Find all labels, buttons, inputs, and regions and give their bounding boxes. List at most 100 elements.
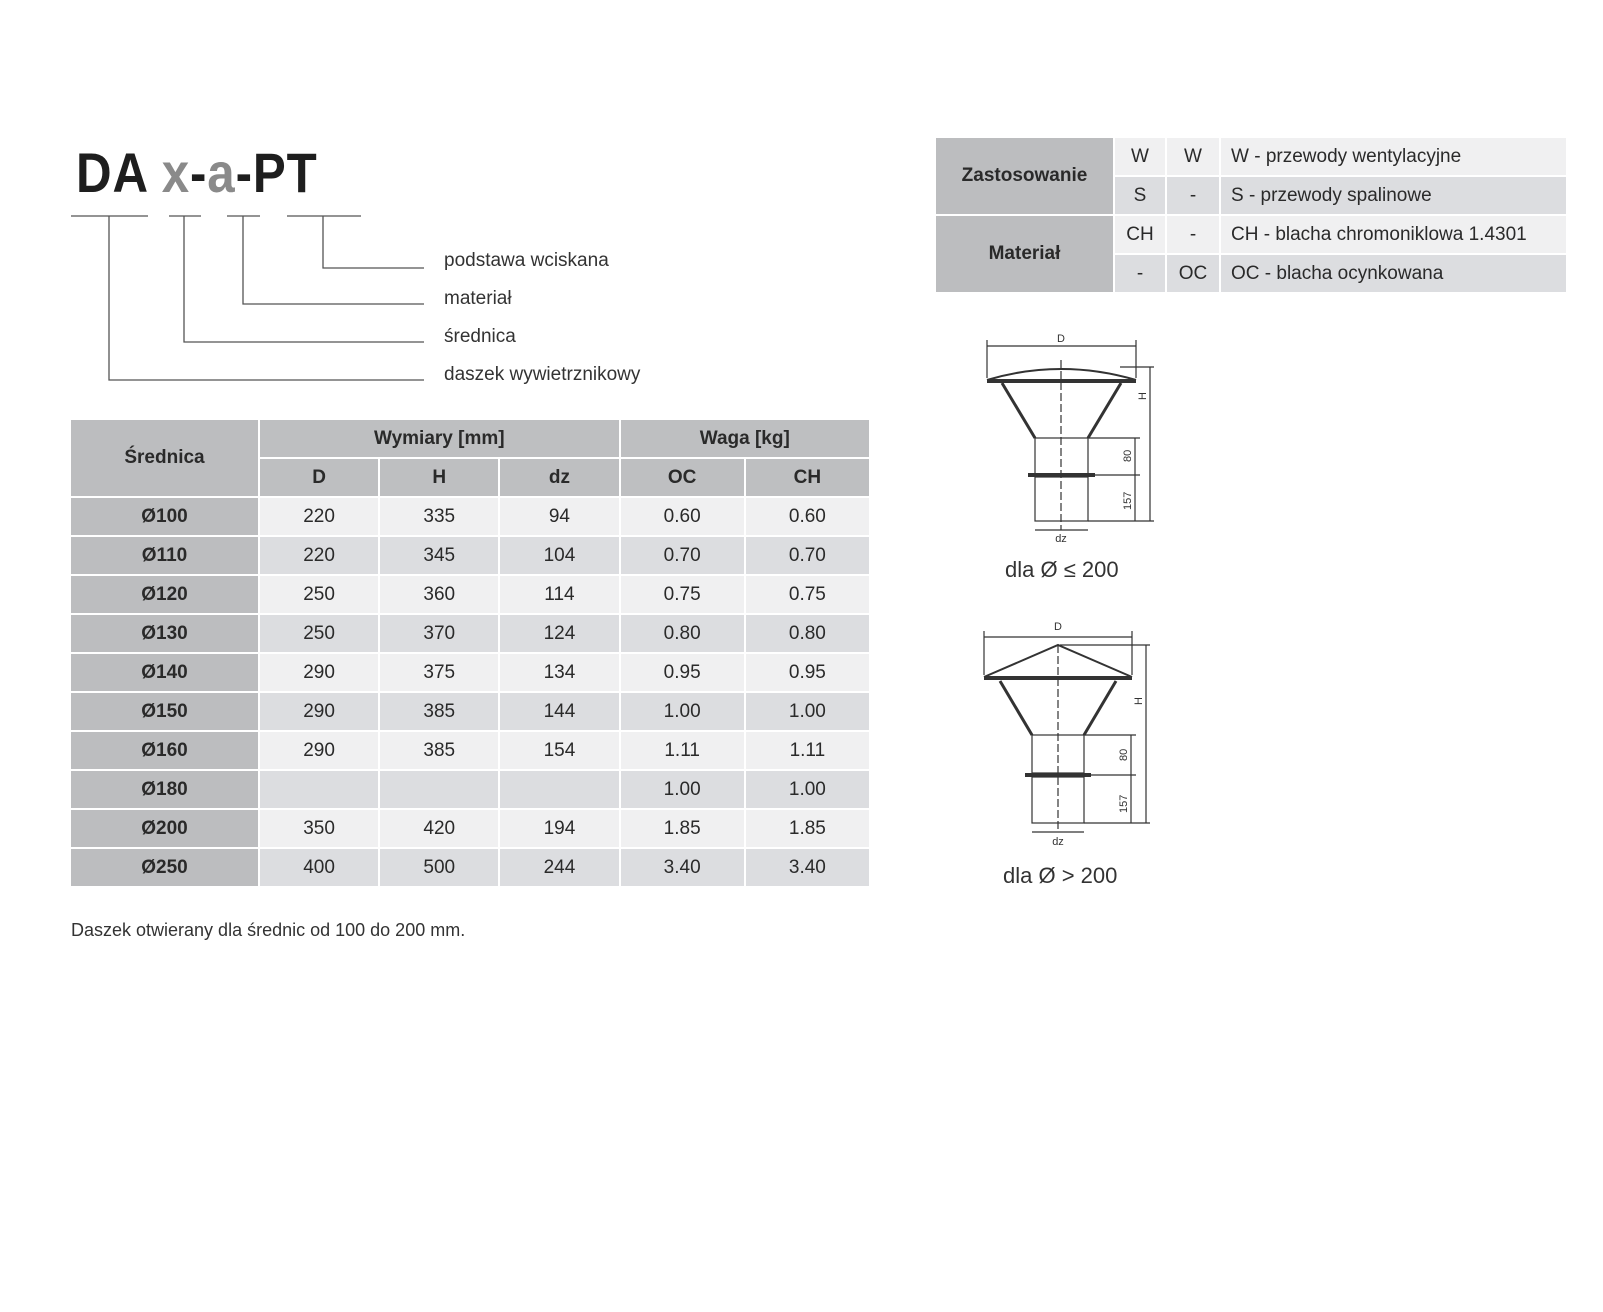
table-row: Zastosowanie W W W - przewody wentylacyj…	[936, 138, 1568, 216]
code-diameter: x	[161, 141, 190, 204]
cell-diameter: Ø120	[71, 576, 260, 615]
header-D: D	[260, 459, 381, 498]
cell-diameter: Ø200	[71, 810, 260, 849]
cell: -	[1167, 216, 1221, 255]
cell-H: 500	[380, 849, 501, 888]
table-row: Ø180 1.00 1.00	[71, 771, 871, 810]
cell: W	[1167, 138, 1221, 177]
cell-diameter: Ø150	[71, 693, 260, 732]
cell-diameter: Ø110	[71, 537, 260, 576]
cell-CH: 0.80	[745, 615, 871, 654]
cell-D	[260, 771, 381, 810]
cell-dz: 244	[500, 849, 621, 888]
header-srednica: Średnica	[71, 420, 260, 498]
cell-OC: 1.85	[620, 810, 746, 849]
cell-OC: 3.40	[620, 849, 746, 888]
cell-CH: 1.11	[745, 732, 871, 771]
cell-dz: 104	[500, 537, 621, 576]
cell-OC: 1.11	[620, 732, 746, 771]
legend-product: daszek wywietrznikowy	[444, 364, 641, 385]
cell-dz: 134	[500, 654, 621, 693]
dimensions-table: Średnica Wymiary [mm] Waga [kg] D H dz O…	[71, 420, 871, 888]
cell-CH: 0.95	[745, 654, 871, 693]
cell-OC: 0.95	[620, 654, 746, 693]
dim-D: D	[1057, 333, 1065, 345]
cell-OC: 1.00	[620, 693, 746, 732]
cell-D: 400	[260, 849, 381, 888]
cell-dz: 124	[500, 615, 621, 654]
table-row: Ø160 290 385 154 1.11 1.11	[71, 732, 871, 771]
cell-OC: 0.80	[620, 615, 746, 654]
header-H: H	[380, 459, 501, 498]
cell-CH: 3.40	[745, 849, 871, 888]
cell-dz: 194	[500, 810, 621, 849]
table-row: Ø140 290 375 134 0.95 0.95	[71, 654, 871, 693]
cell: -	[1115, 255, 1167, 294]
cell-desc: OC - blacha ocynkowana	[1221, 255, 1568, 294]
cowl-diagram-dome: D H 80 157 dz	[986, 333, 1154, 545]
product-code: DA x-a-PT	[76, 140, 318, 205]
table-row: Ø120 250 360 114 0.75 0.75	[71, 576, 871, 615]
header-dz: dz	[500, 459, 621, 498]
dim-157: 157	[1118, 795, 1130, 813]
cell-H	[380, 771, 501, 810]
code-legend-lines	[71, 215, 424, 381]
group-material: Materiał	[936, 216, 1115, 294]
cell-H: 360	[380, 576, 501, 615]
cell-D: 250	[260, 615, 381, 654]
dim-H: H	[1133, 697, 1145, 705]
table-row: Materiał CH - CH - blacha chromoniklowa …	[936, 216, 1568, 294]
dim-80: 80	[1118, 749, 1130, 761]
header-waga: Waga [kg]	[620, 420, 871, 459]
code-base: PT	[252, 141, 318, 204]
cell-H: 335	[380, 498, 501, 537]
cell-D: 250	[260, 576, 381, 615]
cell-D: 220	[260, 498, 381, 537]
cell: -	[1167, 177, 1221, 216]
cell-H: 370	[380, 615, 501, 654]
cell-H: 345	[380, 537, 501, 576]
table-row: Ø110 220 345 104 0.70 0.70	[71, 537, 871, 576]
footnote: Daszek otwierany dla średnic od 100 do 2…	[71, 920, 466, 940]
cell-CH: 1.85	[745, 810, 871, 849]
dim-dz: dz	[1055, 533, 1067, 545]
cowl-diagram-cone: D H 80 157 dz	[983, 621, 1150, 848]
cell-desc: CH - blacha chromoniklowa 1.4301	[1221, 216, 1568, 255]
cell-OC: 0.60	[620, 498, 746, 537]
cell-desc: S - przewody spalinowe	[1221, 177, 1568, 216]
cell-diameter: Ø140	[71, 654, 260, 693]
cell-diameter: Ø180	[71, 771, 260, 810]
cell-OC: 0.70	[620, 537, 746, 576]
dim-80: 80	[1122, 450, 1134, 462]
cell-H: 375	[380, 654, 501, 693]
code-prefix: DA	[76, 141, 148, 204]
dim-157: 157	[1122, 492, 1134, 510]
cell-CH: 0.60	[745, 498, 871, 537]
cell-CH: 1.00	[745, 771, 871, 810]
table-row: Ø130 250 370 124 0.80 0.80	[71, 615, 871, 654]
cell: S	[1115, 177, 1167, 216]
cell-CH: 0.70	[745, 537, 871, 576]
diagram-caption: dla Ø ≤ 200	[1005, 557, 1119, 582]
cell: W	[1115, 138, 1167, 177]
cell-diameter: Ø130	[71, 615, 260, 654]
table-row: Ø250 400 500 244 3.40 3.40	[71, 849, 871, 888]
cell-H: 420	[380, 810, 501, 849]
cell-D: 350	[260, 810, 381, 849]
dim-dz: dz	[1052, 836, 1064, 848]
cell-desc: W - przewody wentylacyjne	[1221, 138, 1568, 177]
legend-table: Zastosowanie W W W - przewody wentylacyj…	[936, 138, 1568, 294]
cell-dz: 144	[500, 693, 621, 732]
cell-H: 385	[380, 732, 501, 771]
table-row: S - S - przewody spalinowe	[936, 177, 1568, 216]
legend-material: materiał	[444, 288, 512, 309]
cell-OC: 0.75	[620, 576, 746, 615]
cell-D: 290	[260, 693, 381, 732]
cell-diameter: Ø160	[71, 732, 260, 771]
table-row: Ø150 290 385 144 1.00 1.00	[71, 693, 871, 732]
group-zastosowanie: Zastosowanie	[936, 138, 1115, 216]
table-row: - OC OC - blacha ocynkowana	[936, 255, 1568, 294]
legend-diameter: średnica	[444, 326, 516, 347]
cell-OC: 1.00	[620, 771, 746, 810]
header-CH: CH	[745, 459, 871, 498]
